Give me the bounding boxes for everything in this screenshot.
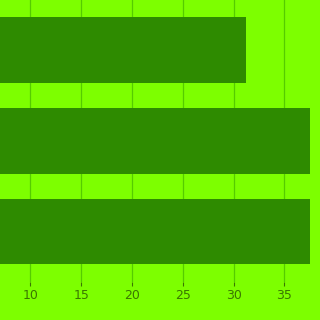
Bar bbox=[0, 17, 246, 83]
Bar bbox=[0, 199, 310, 264]
Bar bbox=[0, 108, 310, 173]
